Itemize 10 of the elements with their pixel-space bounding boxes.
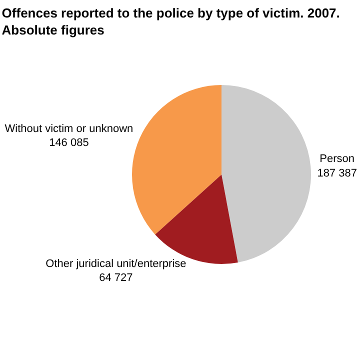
data-label: 187 387 [317,167,357,180]
pie-slice [222,85,311,262]
slice-label: Other juridical unit/enterprise [46,258,186,270]
data-label: 64 727 [99,272,133,284]
chart-title: Offences reported to the police by type of victim. 2007. [2,5,340,20]
pie-slice [132,85,222,234]
data-label: 146 085 [49,137,89,150]
chart-subtitle: Absolute figures [2,22,104,38]
slice-label: Without victim or unknown [4,122,134,135]
slice-label: Person [320,152,355,165]
